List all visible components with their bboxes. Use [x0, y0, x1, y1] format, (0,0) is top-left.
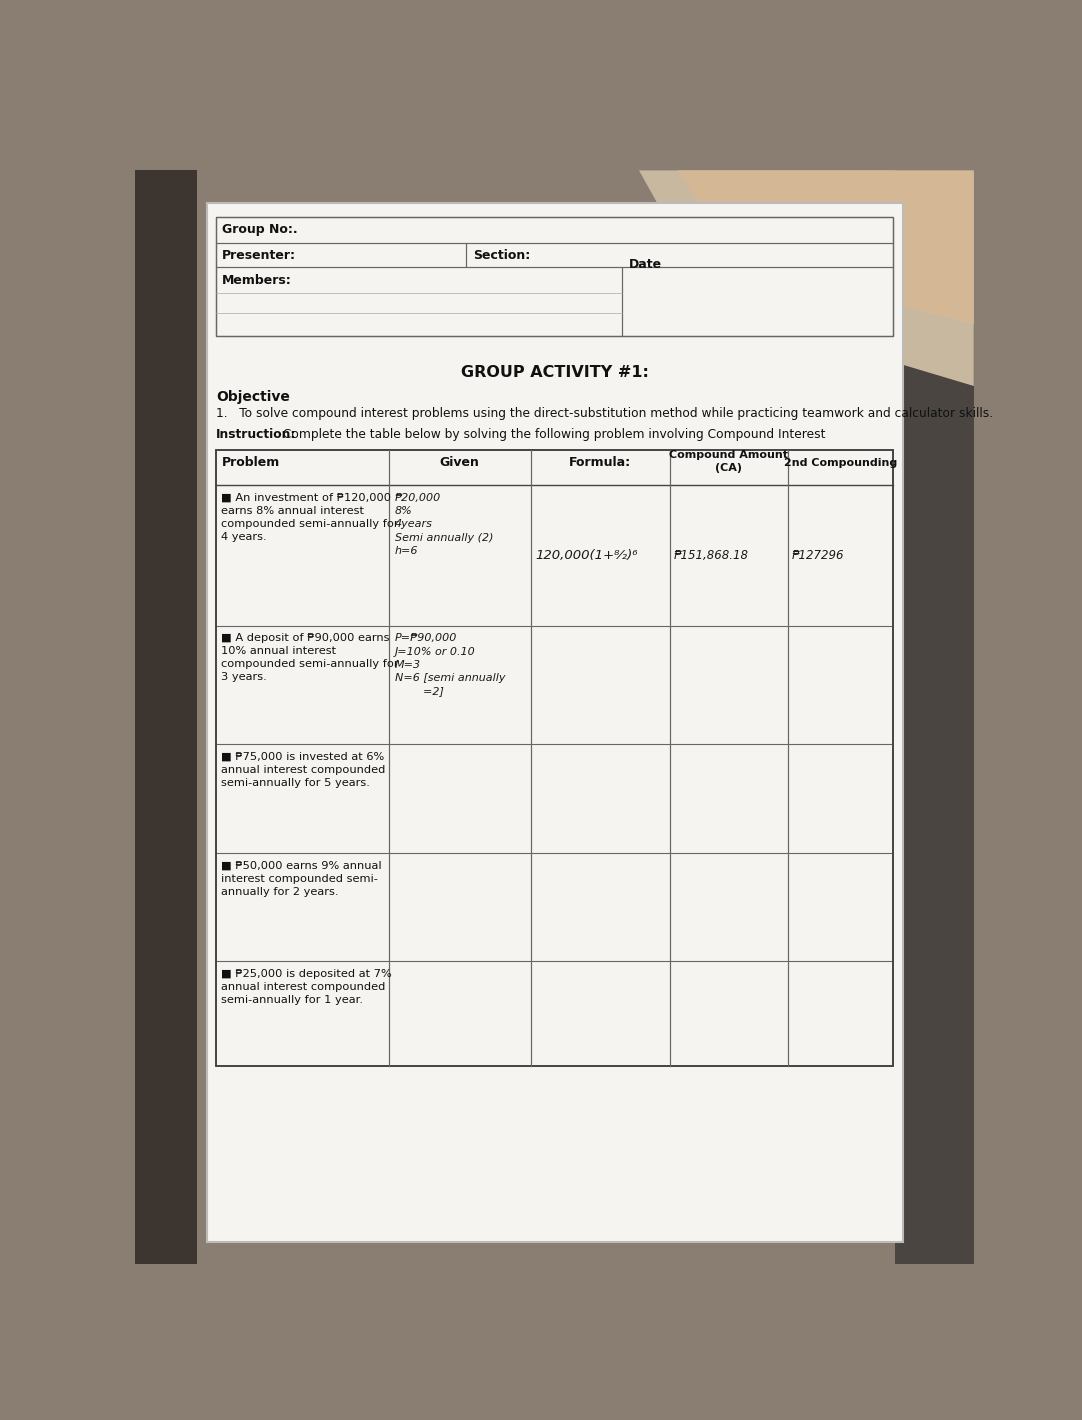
Text: Group No:.: Group No:. [222, 223, 298, 236]
Bar [215, 267, 622, 337]
Text: Objective: Objective [215, 391, 290, 403]
Text: Members:: Members: [222, 274, 292, 287]
FancyBboxPatch shape [207, 203, 902, 1242]
Text: GROUP ACTIVITY #1:: GROUP ACTIVITY #1: [461, 365, 648, 381]
Polygon shape [639, 170, 974, 386]
Bar [215, 217, 894, 337]
Text: ■ A deposit of ₱90,000 earns
10% annual interest
compounded semi-annually for
3 : ■ A deposit of ₱90,000 earns 10% annual … [222, 633, 399, 683]
Bar [215, 243, 466, 267]
Text: ■ ₱75,000 is invested at 6%
annual interest compounded
semi-annually for 5 years: ■ ₱75,000 is invested at 6% annual inter… [222, 753, 385, 788]
Text: Formula:: Formula: [569, 456, 631, 470]
Polygon shape [135, 170, 197, 1264]
Text: Given: Given [439, 456, 479, 470]
Text: Complete the table below by solving the following problem involving Compound Int: Complete the table below by solving the … [279, 429, 826, 442]
Text: ₱20,000
8%
4years
Semi annually (2)
h=6: ₱20,000 8% 4years Semi annually (2) h=6 [395, 493, 493, 555]
Text: 1.   To solve compound interest problems using the direct-substitution method wh: 1. To solve compound interest problems u… [215, 406, 993, 420]
Text: P=₱90,000
J=10% or 0.10
M=3
N=6 [semi annually
        =2]: P=₱90,000 J=10% or 0.10 M=3 N=6 [semi an… [395, 633, 505, 696]
Text: Instruction:: Instruction: [215, 429, 296, 442]
Bar [215, 217, 894, 243]
Polygon shape [895, 170, 974, 1264]
Text: Date: Date [629, 257, 661, 271]
Text: ₱127296: ₱127296 [792, 550, 845, 562]
Bar [215, 450, 894, 1066]
Text: Section:: Section: [473, 248, 530, 261]
Text: 2nd Compounding: 2nd Compounding [784, 459, 897, 469]
Text: ₱151,868.18: ₱151,868.18 [674, 550, 749, 562]
Text: Presenter:: Presenter: [222, 248, 296, 261]
Polygon shape [677, 170, 974, 324]
Text: ■ An investment of ₱120,000
earns 8% annual interest
compounded semi-annually fo: ■ An investment of ₱120,000 earns 8% ann… [222, 493, 399, 542]
Bar [466, 243, 894, 267]
Text: Compound Amount
(CA): Compound Amount (CA) [670, 450, 789, 473]
Text: Problem: Problem [222, 456, 280, 470]
Bar [215, 450, 894, 1066]
Bar [622, 267, 894, 337]
Text: ■ ₱25,000 is deposited at 7%
annual interest compounded
semi-annually for 1 year: ■ ₱25,000 is deposited at 7% annual inte… [222, 970, 392, 1005]
Text: 120,000(1+⁸⁄₂)⁶: 120,000(1+⁸⁄₂)⁶ [536, 550, 638, 562]
Text: ■ ₱50,000 earns 9% annual
interest compounded semi-
annually for 2 years.: ■ ₱50,000 earns 9% annual interest compo… [222, 861, 382, 896]
